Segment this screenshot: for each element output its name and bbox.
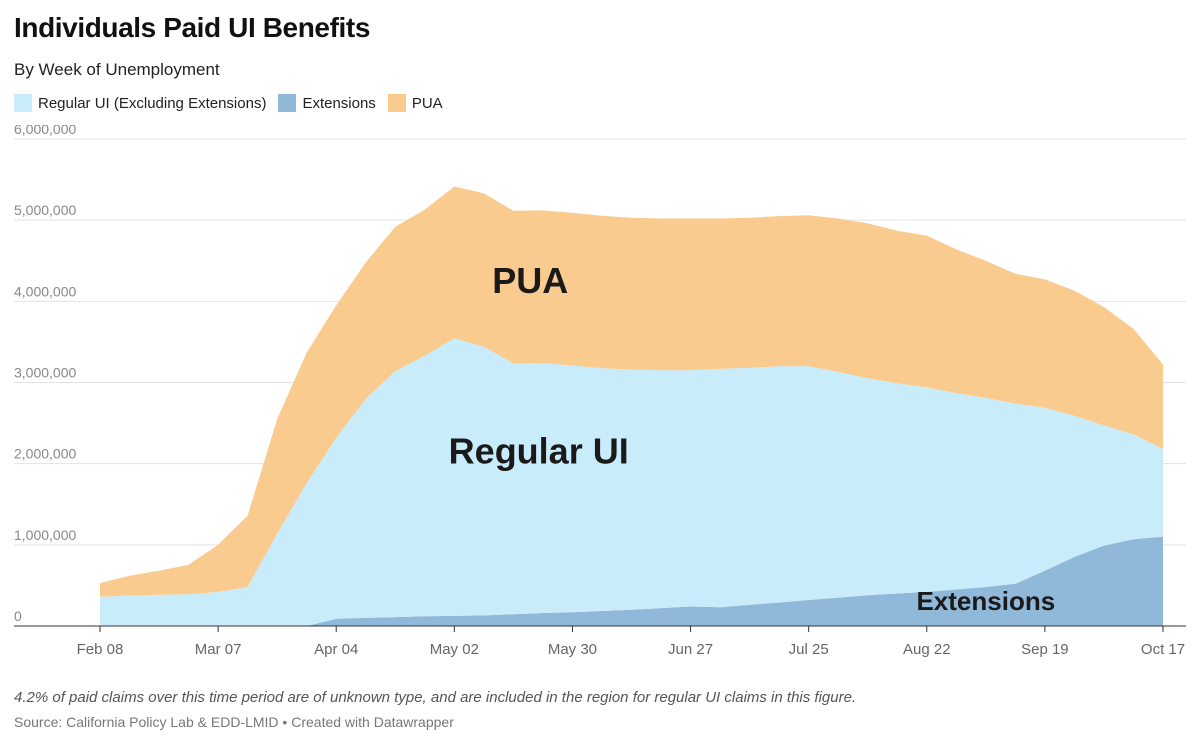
y-tick-label: 1,000,000 xyxy=(14,527,76,543)
x-tick-label: Aug 22 xyxy=(903,641,951,658)
x-tick-label: Mar 07 xyxy=(195,641,242,658)
annotation-label: PUA xyxy=(492,260,568,301)
legend-item-pua: PUA xyxy=(387,94,443,112)
legend: Regular UI (Excluding Extensions) Extens… xyxy=(14,94,455,112)
x-tick-label: May 02 xyxy=(430,641,479,658)
y-tick-label: 5,000,000 xyxy=(14,202,76,218)
chart-subtitle: By Week of Unemployment xyxy=(14,60,220,79)
y-tick-label: 3,000,000 xyxy=(14,365,76,381)
legend-item-extensions: Extensions xyxy=(278,94,376,112)
legend-swatch-regular-ui xyxy=(14,94,32,112)
legend-swatch-extensions xyxy=(278,94,297,112)
legend-label-regular-ui: Regular UI (Excluding Extensions) xyxy=(38,94,267,112)
legend-label-pua: PUA xyxy=(411,94,443,112)
legend-swatch-pua xyxy=(387,94,406,112)
x-tick-label: May 30 xyxy=(548,641,597,658)
source-credit: Source: California Policy Lab & EDD-LMID… xyxy=(14,714,454,730)
annotation-label: Extensions xyxy=(916,586,1055,616)
y-tick-label: 6,000,000 xyxy=(14,125,76,137)
y-tick-label: 4,000,000 xyxy=(14,283,76,299)
x-tick-label: Apr 04 xyxy=(314,641,358,658)
footnote: 4.2% of paid claims over this time perio… xyxy=(14,689,857,706)
y-tick-label: 0 xyxy=(14,608,22,624)
area-chart: 0 1,000,000 2,000,000 3,000,000 4,000,000 5,0… xyxy=(14,125,1186,658)
y-tick-label: 2,000,000 xyxy=(14,446,76,462)
area-series-pua xyxy=(100,186,1163,597)
x-tick-label: Oct 17 xyxy=(1141,641,1185,658)
x-tick-label: Jul 25 xyxy=(789,641,829,658)
legend-label-extensions: Extensions xyxy=(302,94,376,112)
area-series-regular-ui-excluding-extensions xyxy=(100,338,1163,626)
legend-item-regular-ui: Regular UI (Excluding Extensions) xyxy=(14,94,266,112)
x-tick-label: Feb 08 xyxy=(77,641,124,658)
x-tick-label: Sep 19 xyxy=(1021,641,1069,658)
chart-title: Individuals Paid UI Benefits xyxy=(14,12,370,43)
area-series-extensions xyxy=(100,536,1163,626)
annotation-label: Regular UI xyxy=(449,431,629,472)
x-tick-label: Jun 27 xyxy=(668,641,713,658)
